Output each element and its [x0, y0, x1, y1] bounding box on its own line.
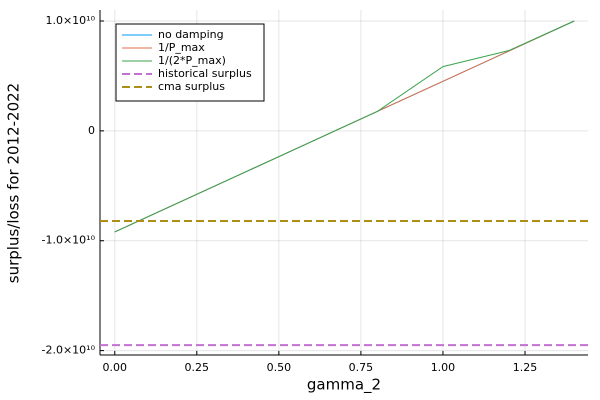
x-tick-label: 1.00 — [431, 361, 456, 374]
y-tick-label: -2.0×10¹⁰ — [42, 344, 96, 357]
legend-label: 1/(2*P_max) — [158, 54, 226, 67]
x-tick-label: 0.00 — [103, 361, 128, 374]
legend-label: no damping — [158, 28, 224, 41]
legend-label: historical surplus — [158, 67, 252, 80]
x-tick-label: 1.25 — [513, 361, 538, 374]
legend-label: 1/P_max — [158, 41, 205, 54]
y-axis-label: surplus/loss for 2012-2022 — [5, 83, 23, 283]
legend-box — [115, 23, 265, 102]
y-tick-label: 1.0×10¹⁰ — [45, 14, 95, 27]
legend-label: cma surplus — [158, 80, 225, 93]
x-tick-label: 0.75 — [349, 361, 374, 374]
x-tick-label: 0.50 — [267, 361, 292, 374]
x-axis-label: gamma_2 — [307, 376, 381, 395]
y-tick-label: -1.0×10¹⁰ — [42, 234, 96, 247]
x-tick-label: 0.25 — [185, 361, 210, 374]
line-series — [114, 20, 575, 233]
y-tick-label: 0 — [88, 124, 95, 137]
